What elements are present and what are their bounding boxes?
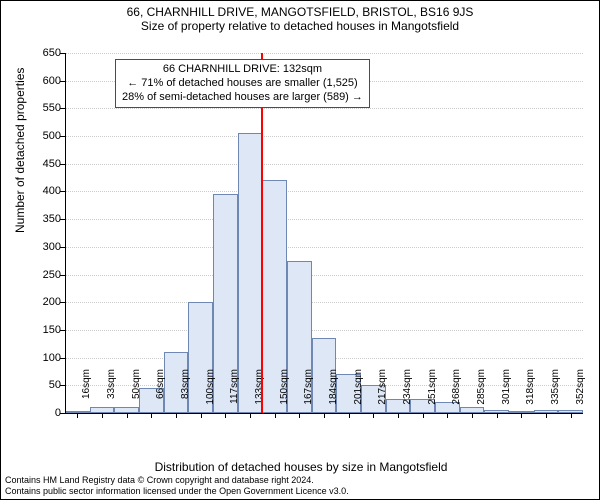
x-tick-label: 50sqm — [131, 369, 142, 419]
grid-line — [65, 247, 583, 248]
x-tick-label: 201sqm — [353, 369, 364, 419]
grid-line — [65, 275, 583, 276]
x-tick-label: 184sqm — [328, 369, 339, 419]
titles: 66, CHARNHILL DRIVE, MANGOTSFIELD, BRIST… — [1, 1, 599, 33]
y-tick-label: 450 — [21, 158, 61, 170]
annotation-box: 66 CHARNHILL DRIVE: 132sqm← 71% of detac… — [115, 59, 370, 108]
y-tick-label: 250 — [21, 269, 61, 281]
x-tick-label: 234sqm — [402, 369, 413, 419]
grid-line — [65, 302, 583, 303]
grid-line — [65, 191, 583, 192]
x-tick-label: 33sqm — [106, 369, 117, 419]
x-tick-label: 167sqm — [303, 369, 314, 419]
y-tick-label: 200 — [21, 296, 61, 308]
grid-line — [65, 53, 583, 54]
x-tick-label: 83sqm — [180, 369, 191, 419]
y-tick-label: 650 — [21, 47, 61, 59]
x-tick-label: 133sqm — [254, 369, 265, 419]
plot-region: 0501001502002503003504004505005506006501… — [65, 53, 583, 413]
grid-line — [65, 219, 583, 220]
x-tick-label: 100sqm — [205, 369, 216, 419]
annotation-line3: 28% of semi-detached houses are larger (… — [122, 91, 363, 105]
chart-container: 66, CHARNHILL DRIVE, MANGOTSFIELD, BRIST… — [0, 0, 600, 500]
grid-line — [65, 108, 583, 109]
y-tick-label: 300 — [21, 241, 61, 253]
x-tick-label: 66sqm — [155, 369, 166, 419]
x-tick-label: 251sqm — [427, 369, 438, 419]
y-tick-label: 550 — [21, 102, 61, 114]
grid-line — [65, 330, 583, 331]
x-axis-line — [65, 413, 583, 414]
chart-area: 0501001502002503003504004505005506006501… — [65, 53, 583, 413]
x-tick-label: 301sqm — [501, 369, 512, 419]
x-tick-label: 335sqm — [550, 369, 561, 419]
y-tick-label: 350 — [21, 213, 61, 225]
y-axis-title: Number of detached properties — [13, 68, 27, 233]
y-tick-label: 500 — [21, 130, 61, 142]
annotation-line2: ← 71% of detached houses are smaller (1,… — [122, 77, 363, 91]
x-tick-label: 352sqm — [575, 369, 586, 419]
x-tick-label: 150sqm — [279, 369, 290, 419]
title-subtitle: Size of property relative to detached ho… — [1, 19, 599, 33]
y-tick-label: 400 — [21, 185, 61, 197]
x-axis-title: Distribution of detached houses by size … — [1, 460, 600, 474]
y-axis-line — [65, 53, 66, 413]
x-tick-label: 285sqm — [476, 369, 487, 419]
y-tick-label: 100 — [21, 352, 61, 364]
footer-line2: Contains public sector information licen… — [5, 486, 349, 497]
x-tick-label: 117sqm — [229, 369, 240, 419]
footer-line1: Contains HM Land Registry data © Crown c… — [5, 475, 349, 486]
y-tick-label: 50 — [21, 379, 61, 391]
x-tick-label: 16sqm — [81, 369, 92, 419]
y-tick-label: 0 — [21, 407, 61, 419]
y-tick-label: 150 — [21, 324, 61, 336]
title-address: 66, CHARNHILL DRIVE, MANGOTSFIELD, BRIST… — [1, 5, 599, 19]
annotation-line1: 66 CHARNHILL DRIVE: 132sqm — [122, 63, 363, 77]
y-tick-label: 600 — [21, 75, 61, 87]
footer: Contains HM Land Registry data © Crown c… — [5, 475, 349, 497]
grid-line — [65, 136, 583, 137]
x-tick-label: 318sqm — [525, 369, 536, 419]
grid-line — [65, 164, 583, 165]
x-tick-label: 268sqm — [451, 369, 462, 419]
x-tick-label: 217sqm — [377, 369, 388, 419]
